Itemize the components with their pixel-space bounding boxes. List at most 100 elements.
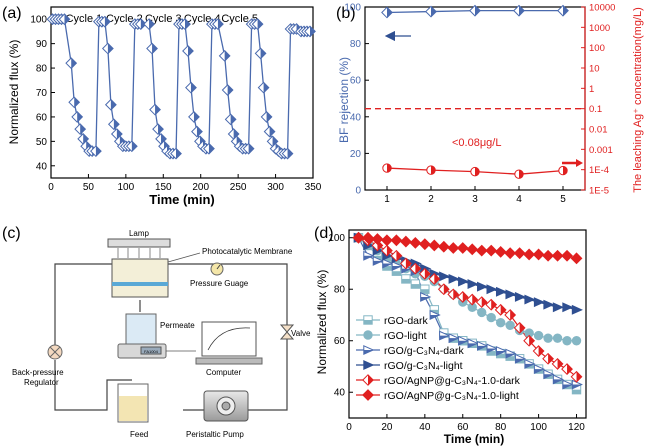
panel-a: (a) 0 50 100 150 200 250 300 350 40 50 60 70 80 90 100… [2, 5, 322, 207]
panel-a-point-fill [230, 114, 236, 125]
panel-d-xtick-label: 120 [568, 422, 585, 433]
panel-a-point-fill [263, 82, 269, 93]
panel-d-point [570, 252, 583, 265]
panel-a-point-fill [196, 126, 203, 137]
panel-d-point-fill [548, 353, 554, 364]
computer-keyboard-icon [195, 357, 263, 365]
panel-b: (b) 1 2 3 4 5 0 20 40 60 80 100 1E-5 1E-4 0.001 0.01 0.… [336, 3, 644, 206]
panel-d-point-fill [562, 384, 573, 389]
valve-icon [279, 324, 295, 340]
panel-d-points [352, 231, 583, 395]
panel-d-point [352, 231, 365, 244]
panel-d-point-fill [472, 294, 478, 305]
panel-d-point-fill [382, 263, 393, 268]
panel-d-ylabel: Normalized flux (%) [315, 270, 329, 375]
panel-b-ytick-right-label: 1 [589, 84, 594, 95]
panel-d-xtick-label: 40 [419, 422, 431, 433]
panel-b-ytick-right-label: 1000 [589, 23, 610, 34]
panel-a-point-fill [269, 126, 275, 137]
panel-d-point [552, 302, 564, 313]
panel-b-ytick-right-label: 10 [589, 64, 600, 75]
panel-a-ytick-label: 40 [36, 161, 48, 172]
panel-d-point-fill [481, 296, 487, 308]
panel-d-point [447, 242, 460, 254]
panel-d-point [486, 312, 496, 323]
panel-d-point-fill [424, 268, 431, 279]
panel-d-point [485, 244, 498, 257]
panel-d-point [505, 320, 515, 330]
panel-d-point-fill [434, 273, 440, 285]
panel-d-point-fill [458, 340, 468, 345]
panel-d-point-fill [500, 304, 506, 316]
panel-a-point-fill [161, 133, 167, 145]
panel-a-point-fill [155, 104, 161, 115]
panel-d-point [486, 284, 498, 295]
panel-a-point-fill [152, 43, 158, 54]
panel-b-ytick-right-label: 100 [589, 43, 605, 54]
panel-b-leaching-point-fill [431, 165, 436, 175]
panel-d-point [477, 307, 487, 318]
panel-a-xtick-label: 150 [155, 182, 172, 193]
panel-d-point [418, 238, 431, 251]
panel-d-point-fill [373, 260, 383, 266]
panel-b-rejection-point-fill [519, 5, 525, 16]
panel-d-point [467, 279, 479, 290]
panel-b-ytick-right-label: 1E-5 [589, 186, 609, 197]
panel-a-point-fill [80, 123, 86, 135]
legend-marker [363, 330, 373, 340]
permeate-label: Permeate [160, 321, 195, 330]
panel-a-point-fill [227, 84, 233, 96]
panel-b-ticks: 1 2 3 4 5 0 20 40 60 80 100 1E-5 1E-4 0.001 0.01 0.1 1 10… [344, 3, 615, 206]
panel-a-point-fill [104, 16, 111, 27]
legend-marker-fill [363, 320, 373, 325]
panel-d-point [513, 247, 526, 260]
panel-d-point [399, 235, 412, 248]
lamp-label: Lamp [129, 229, 150, 238]
panel-d-point-fill [524, 363, 535, 369]
panel-d-point-fill [515, 358, 525, 363]
panel-b-rejection-point-fill [431, 6, 437, 17]
panel-d-xtick-label: 20 [381, 422, 393, 433]
panel-d-point-fill [557, 358, 563, 370]
panel-b-rejection-point-fill [387, 7, 393, 18]
panel-b-annotation: <0.08μg/L [452, 137, 501, 149]
panel-d-point-fill [505, 356, 515, 361]
panel-d-point-fill [420, 289, 430, 294]
panel-d-point [437, 240, 450, 253]
panel-a-point-fill [260, 48, 266, 59]
panel-d-point-fill [401, 278, 411, 284]
regulator-label-2: Regulator [24, 378, 59, 387]
panel-d-point [439, 271, 451, 282]
panel-a-point-fill [257, 18, 263, 30]
panel-a-xtick-label: 0 [48, 182, 54, 193]
panel-a-points [46, 13, 316, 160]
panel-b-xtick-label: 3 [472, 194, 478, 205]
legend-label: rGO/g-C₃N₄-light [384, 360, 463, 372]
panel-a-point-fill [77, 111, 83, 123]
legend-label: rGO/AgNP@g-C₃N₄-1.0-dark [384, 375, 521, 387]
panel-d-point-fill [401, 268, 412, 273]
lamp-icon [107, 238, 171, 248]
panel-d-point [543, 333, 553, 343]
panel-a-ticks: 0 50 100 150 200 250 300 350 40 50 60 70 80 90 100 [30, 15, 321, 193]
panel-a-cycle-label: Cycle 3 [145, 13, 182, 25]
panel-a-ytick-label: 60 [36, 112, 48, 123]
panel-b-leaching-point-fill [519, 169, 524, 179]
panel-d-point [533, 330, 544, 341]
panel-b-xtick-label: 2 [428, 194, 434, 205]
panel-a-point-fill [266, 111, 272, 123]
panel-d-point-fill [543, 374, 554, 379]
panel-d-point [552, 333, 563, 343]
panel-a-point-fill [131, 141, 138, 152]
panel-a-ytick-label: 80 [36, 64, 48, 75]
panel-a-point-fill [176, 148, 182, 159]
panel-b-leaching-point-fill [475, 167, 480, 176]
panel-d-point [448, 273, 460, 284]
panel-d-point [562, 336, 572, 346]
panel-d-point-fill [576, 371, 582, 382]
panel-d-point-fill [572, 389, 581, 394]
panel-c-label: (c) [2, 225, 21, 242]
legend-label: rGO-dark [384, 315, 429, 327]
